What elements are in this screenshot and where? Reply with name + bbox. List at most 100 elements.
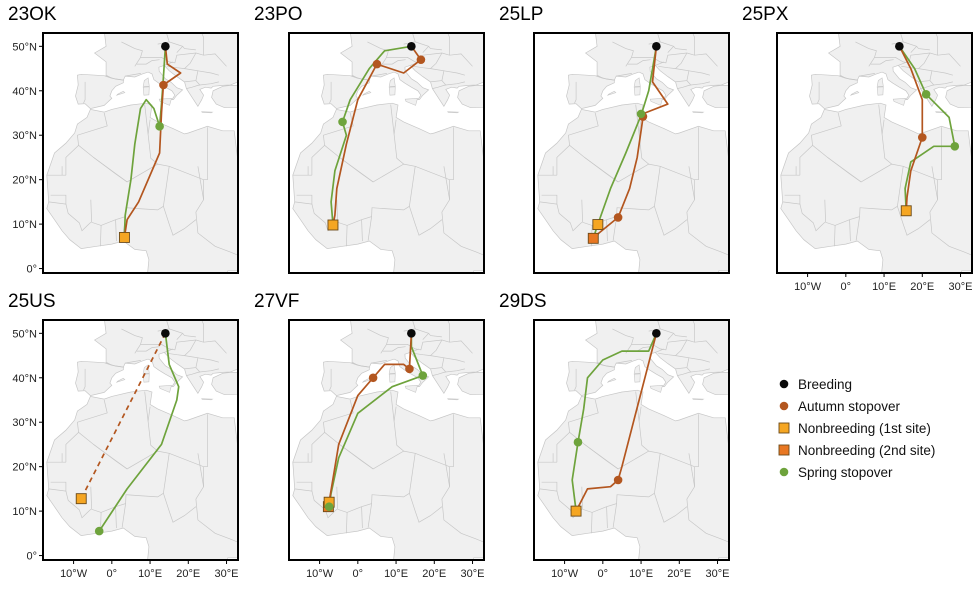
country-border xyxy=(166,320,170,330)
country-border xyxy=(686,80,710,86)
country-border xyxy=(329,81,332,104)
country-border xyxy=(382,59,406,65)
breeding-marker xyxy=(161,329,170,338)
panel-title: 23PO xyxy=(254,4,303,25)
country-border xyxy=(782,194,801,205)
country-border xyxy=(654,453,661,494)
y-tick-label: 50°N xyxy=(12,41,37,53)
country-border xyxy=(638,406,642,422)
country-border xyxy=(65,204,92,232)
land-island xyxy=(201,398,214,401)
panel-title: 29DS xyxy=(499,291,547,312)
x-tick-label: 30°E xyxy=(461,568,485,580)
country-border xyxy=(834,225,836,247)
spring-route xyxy=(98,333,180,532)
legend-square-icon xyxy=(778,422,790,434)
y-tick-label: 40°N xyxy=(12,86,37,98)
country-border xyxy=(410,348,420,353)
land-island xyxy=(158,384,172,393)
spring-stopover-marker xyxy=(636,109,646,119)
country-border xyxy=(900,33,904,43)
country-border xyxy=(195,367,219,373)
country-border xyxy=(163,453,170,494)
legend-square-icon xyxy=(778,444,790,456)
autumn-stopover-marker xyxy=(159,80,168,90)
land-africa xyxy=(292,389,484,560)
autumn-route xyxy=(123,46,182,238)
land-anatolia xyxy=(702,85,729,109)
legend-item-nb2: Nonbreeding (2nd site) xyxy=(778,443,935,458)
country-border xyxy=(849,219,851,242)
nonbreeding-1st-site-marker xyxy=(570,505,582,517)
country-border xyxy=(311,144,484,256)
land-island xyxy=(606,377,617,383)
legend-dot-icon xyxy=(779,467,789,477)
country-border xyxy=(371,360,387,364)
nonbreeding-1st-site-marker xyxy=(75,493,87,505)
country-border xyxy=(77,399,108,433)
spring-stopover-marker xyxy=(573,437,583,447)
country-border xyxy=(539,481,558,492)
country-border xyxy=(657,320,661,330)
land-africa xyxy=(537,389,729,560)
map-panel-27VF: 27VF 10°W 0° 10°E 20°E 30°E xyxy=(254,291,485,580)
x-tick-label: 10°E xyxy=(629,568,653,580)
autumn-stopover-marker xyxy=(613,475,623,485)
country-border xyxy=(441,367,465,373)
country-border xyxy=(686,367,710,373)
country-border xyxy=(606,506,608,529)
country-border xyxy=(136,59,160,65)
x-tick-label: 30°E xyxy=(949,281,973,293)
land-island xyxy=(876,86,884,96)
country-border xyxy=(817,81,820,104)
autumn-stopover-marker xyxy=(416,55,426,64)
spring-route xyxy=(571,332,658,512)
country-border xyxy=(184,339,197,356)
country-border xyxy=(898,61,908,66)
country-border xyxy=(311,431,484,543)
y-tick-label: 40°N xyxy=(12,373,37,385)
land-island xyxy=(361,90,372,96)
country-border xyxy=(574,368,577,391)
country-border xyxy=(667,46,674,53)
panel-frame xyxy=(533,319,730,561)
country-border xyxy=(658,352,690,370)
panel-frame xyxy=(288,32,485,274)
land-island xyxy=(649,97,663,106)
autumn-stopover-marker xyxy=(613,213,623,222)
country-border xyxy=(897,166,904,207)
spring-stopover-marker xyxy=(338,117,347,127)
country-border xyxy=(635,104,649,165)
land-island xyxy=(876,77,884,87)
country-border xyxy=(144,391,158,452)
map-panel-25LP: 25LP xyxy=(499,4,730,274)
country-border xyxy=(197,70,219,76)
autumn-route xyxy=(592,46,669,239)
land-africa xyxy=(292,102,484,273)
x-tick-label: 10°E xyxy=(138,568,162,580)
legend-label: Nonbreeding (1st site) xyxy=(798,421,931,436)
land-africa xyxy=(46,389,238,560)
country-border xyxy=(361,506,363,529)
country-border xyxy=(449,414,454,468)
y-tick-label: 0° xyxy=(26,551,37,563)
country-border xyxy=(574,81,577,104)
spring-stopover-marker xyxy=(418,371,428,380)
country-border xyxy=(83,81,86,104)
map-area xyxy=(534,33,729,273)
land-island xyxy=(649,384,663,393)
spring-stopover-marker xyxy=(94,526,104,536)
country-border xyxy=(556,144,729,256)
country-border xyxy=(688,70,710,76)
land-island xyxy=(606,90,617,96)
country-border xyxy=(412,33,416,43)
x-tick-label: 0° xyxy=(841,281,852,293)
country-border xyxy=(323,112,354,146)
panel-title: 25US xyxy=(8,291,56,312)
land-island xyxy=(633,364,641,374)
breeding-marker xyxy=(652,329,661,338)
country-border xyxy=(616,360,632,364)
country-border xyxy=(443,166,450,200)
country-border xyxy=(556,431,729,543)
country-border xyxy=(134,57,141,67)
